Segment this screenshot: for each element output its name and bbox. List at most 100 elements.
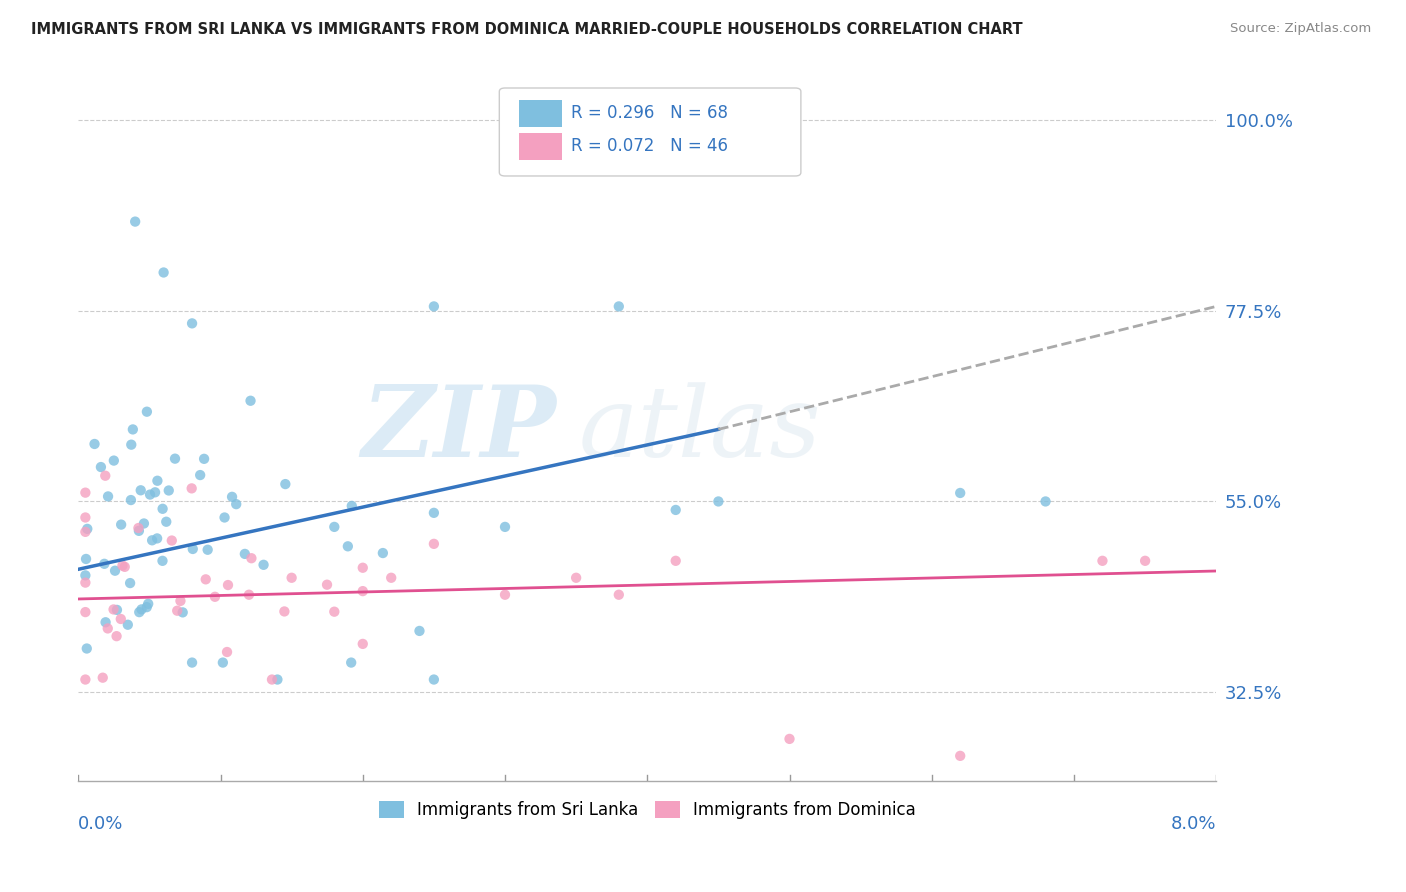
- Point: [75, 605, 97, 619]
- Point: [181, 541, 204, 556]
- Point: [94, 468, 117, 483]
- Legend: Immigrants from Sri Lanka, Immigrants from Dominica: Immigrants from Sri Lanka, Immigrants fr…: [373, 794, 922, 826]
- Point: [172, 606, 194, 620]
- Point: [146, 532, 169, 546]
- Point: [494, 588, 516, 602]
- Point: [75, 568, 97, 582]
- Point: [75, 575, 97, 590]
- Point: [225, 497, 247, 511]
- Point: [423, 537, 446, 551]
- Point: [136, 597, 159, 611]
- Point: [323, 520, 346, 534]
- Point: [607, 588, 630, 602]
- Point: [423, 300, 446, 314]
- Point: [665, 554, 688, 568]
- Text: 0.0%: 0.0%: [79, 815, 124, 833]
- Point: [83, 437, 105, 451]
- Point: [280, 571, 302, 585]
- Point: [1091, 554, 1114, 568]
- Point: [146, 474, 169, 488]
- Point: [197, 542, 219, 557]
- Text: 8.0%: 8.0%: [1171, 815, 1216, 833]
- Point: [163, 451, 186, 466]
- Point: [181, 317, 204, 331]
- Point: [212, 656, 235, 670]
- Text: Source: ZipAtlas.com: Source: ZipAtlas.com: [1230, 22, 1371, 36]
- FancyBboxPatch shape: [519, 133, 562, 160]
- Point: [1133, 554, 1156, 568]
- Point: [110, 612, 132, 626]
- Point: [121, 422, 143, 436]
- Point: [152, 265, 174, 279]
- Point: [423, 673, 446, 687]
- Point: [110, 517, 132, 532]
- Point: [181, 656, 204, 670]
- Point: [494, 520, 516, 534]
- Point: [408, 624, 430, 638]
- Point: [273, 604, 295, 618]
- Point: [120, 576, 142, 591]
- Point: [607, 300, 630, 314]
- Point: [97, 490, 120, 504]
- Point: [117, 617, 139, 632]
- Point: [152, 501, 174, 516]
- Point: [180, 482, 202, 496]
- Point: [371, 546, 394, 560]
- Point: [91, 671, 114, 685]
- Point: [352, 637, 374, 651]
- Point: [139, 487, 162, 501]
- Point: [104, 564, 127, 578]
- Point: [352, 584, 374, 599]
- Point: [274, 477, 297, 491]
- Point: [665, 503, 688, 517]
- Point: [75, 524, 97, 539]
- Point: [152, 554, 174, 568]
- Point: [779, 731, 801, 746]
- Point: [214, 510, 236, 524]
- Point: [238, 588, 260, 602]
- Point: [215, 645, 238, 659]
- Text: atlas: atlas: [579, 382, 821, 477]
- Point: [239, 393, 262, 408]
- Point: [565, 571, 588, 585]
- Point: [75, 552, 97, 566]
- Point: [423, 506, 446, 520]
- Point: [193, 451, 215, 466]
- Point: [1035, 494, 1057, 508]
- Point: [103, 453, 125, 467]
- Point: [143, 485, 166, 500]
- Point: [114, 559, 136, 574]
- Point: [120, 493, 142, 508]
- Point: [266, 673, 288, 687]
- Text: IMMIGRANTS FROM SRI LANKA VS IMMIGRANTS FROM DOMINICA MARRIED-COUPLE HOUSEHOLDS : IMMIGRANTS FROM SRI LANKA VS IMMIGRANTS …: [31, 22, 1022, 37]
- Point: [75, 510, 97, 524]
- Point: [316, 577, 339, 591]
- Point: [260, 673, 283, 687]
- Point: [111, 558, 134, 573]
- Point: [160, 533, 183, 548]
- Point: [252, 558, 274, 572]
- Point: [380, 571, 402, 585]
- Point: [94, 615, 117, 630]
- Text: R = 0.072   N = 46: R = 0.072 N = 46: [571, 137, 728, 155]
- Point: [131, 602, 153, 616]
- Text: R = 0.296   N = 68: R = 0.296 N = 68: [571, 104, 728, 122]
- Point: [75, 673, 97, 687]
- Point: [132, 516, 155, 531]
- Point: [188, 468, 211, 483]
- Point: [194, 572, 217, 586]
- Point: [97, 622, 120, 636]
- Point: [120, 438, 142, 452]
- Point: [75, 485, 97, 500]
- Point: [340, 499, 363, 513]
- Point: [124, 214, 146, 228]
- Point: [204, 590, 226, 604]
- FancyBboxPatch shape: [499, 88, 801, 176]
- Point: [707, 494, 730, 508]
- Point: [155, 515, 177, 529]
- Point: [141, 533, 163, 548]
- Point: [105, 629, 128, 643]
- Point: [340, 656, 363, 670]
- Point: [166, 604, 188, 618]
- Point: [221, 490, 243, 504]
